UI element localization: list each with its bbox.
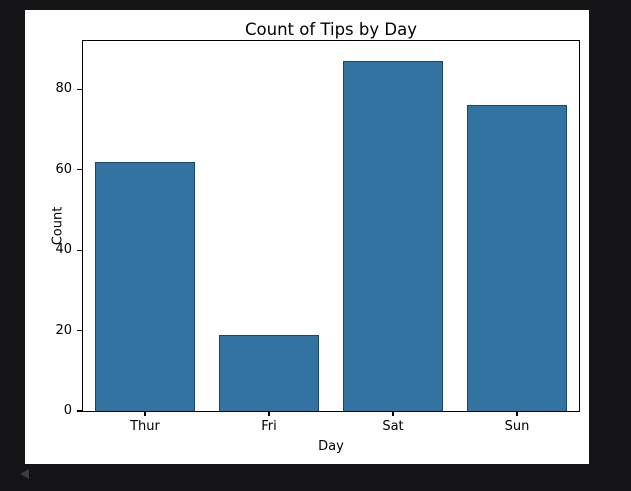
y-tick-mark [77,249,82,251]
chart-title: Count of Tips by Day [245,20,417,39]
x-tick-label: Sat [382,419,404,434]
bar [219,334,319,411]
bar [467,105,567,411]
plot-area: 0 20 40 60 80 Thur Fri Sat Sun [55,39,580,434]
y-tick-mark [77,88,82,90]
x-tick-mark [516,411,518,416]
x-tick-mark [144,411,146,416]
x-tick-label: Thur [130,419,160,434]
y-tick-mark [77,329,82,332]
y-tick-mark [77,169,82,171]
y-tick-mark [77,410,82,412]
bar [343,61,443,411]
x-axis-label: Day [318,439,344,454]
y-tick-label: 80 [55,81,72,97]
y-axis-label: Count [50,206,66,246]
x-tick-label: Fri [261,419,277,434]
chart-figure: Count of Tips by Day Count Day 0 20 40 60 80… [25,10,589,464]
y-tick-label: 20 [55,322,72,338]
y-tick-label: 0 [63,403,72,418]
collapse-arrow-icon[interactable] [20,469,29,479]
x-tick-mark [392,411,394,416]
x-tick-mark [268,411,270,416]
y-tick-label: 60 [55,161,72,177]
x-tick-label: Sun [504,419,530,434]
bar [95,161,195,411]
y-tick-label: 40 [55,242,72,258]
